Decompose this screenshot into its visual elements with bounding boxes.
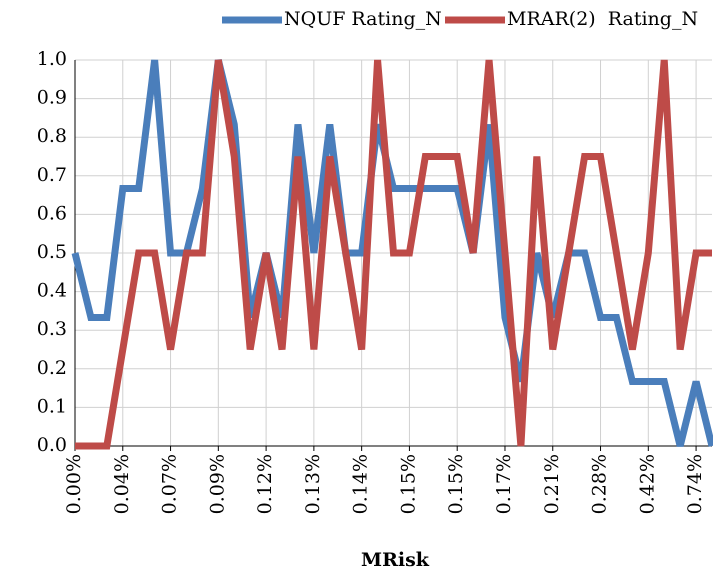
x-tick-label: 0.15% (445, 454, 467, 514)
y-tick-label: 0.9 (37, 87, 67, 109)
x-tick-label: 0.28% (589, 454, 611, 514)
series-line (75, 59, 712, 450)
x-tick-label: 0.17% (493, 454, 515, 514)
legend-label: MRAR(2) Rating_N (507, 8, 698, 30)
y-tick-label: 0.0 (37, 434, 67, 456)
y-tick-label: 0.2 (37, 357, 67, 379)
x-tick-label: 0.12% (254, 454, 276, 514)
x-tick-label: 0.09% (206, 454, 228, 514)
y-tick-label: 0.4 (37, 280, 67, 302)
x-tick-label: 0.00% (63, 454, 85, 514)
x-tick-label: 0.21% (541, 454, 563, 514)
series-line (71, 59, 713, 447)
y-tick-label: 0.1 (37, 395, 67, 417)
x-tick-label: 0.13% (302, 454, 324, 514)
x-tick-label: 0.14% (350, 454, 372, 514)
y-tick-label: 0.5 (37, 241, 67, 263)
x-tick-label: 0.42% (636, 454, 658, 514)
x-tick-label: 0.04% (111, 454, 133, 514)
y-tick-label: 0.3 (37, 318, 67, 340)
y-tick-label: 0.6 (37, 202, 67, 224)
y-tick-label: 1.0 (37, 48, 67, 70)
y-tick-label: 0.7 (37, 164, 67, 186)
y-tick-label: 0.8 (37, 125, 67, 147)
x-tick-label: 0.15% (397, 454, 419, 514)
x-axis-title: MRisk (361, 549, 430, 571)
x-tick-label: 0.74% (684, 454, 706, 514)
legend-label: NQUF Rating_N (284, 8, 442, 30)
x-tick-label: 0.07% (159, 454, 181, 514)
